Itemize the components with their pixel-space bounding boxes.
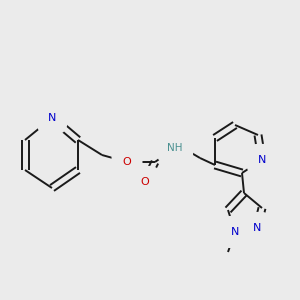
Text: N: N — [253, 223, 261, 233]
Text: O: O — [141, 177, 149, 187]
Text: O: O — [123, 157, 131, 167]
Text: N: N — [258, 155, 266, 165]
Text: NH: NH — [167, 143, 183, 153]
Text: N: N — [231, 227, 239, 237]
Text: N: N — [48, 113, 56, 123]
